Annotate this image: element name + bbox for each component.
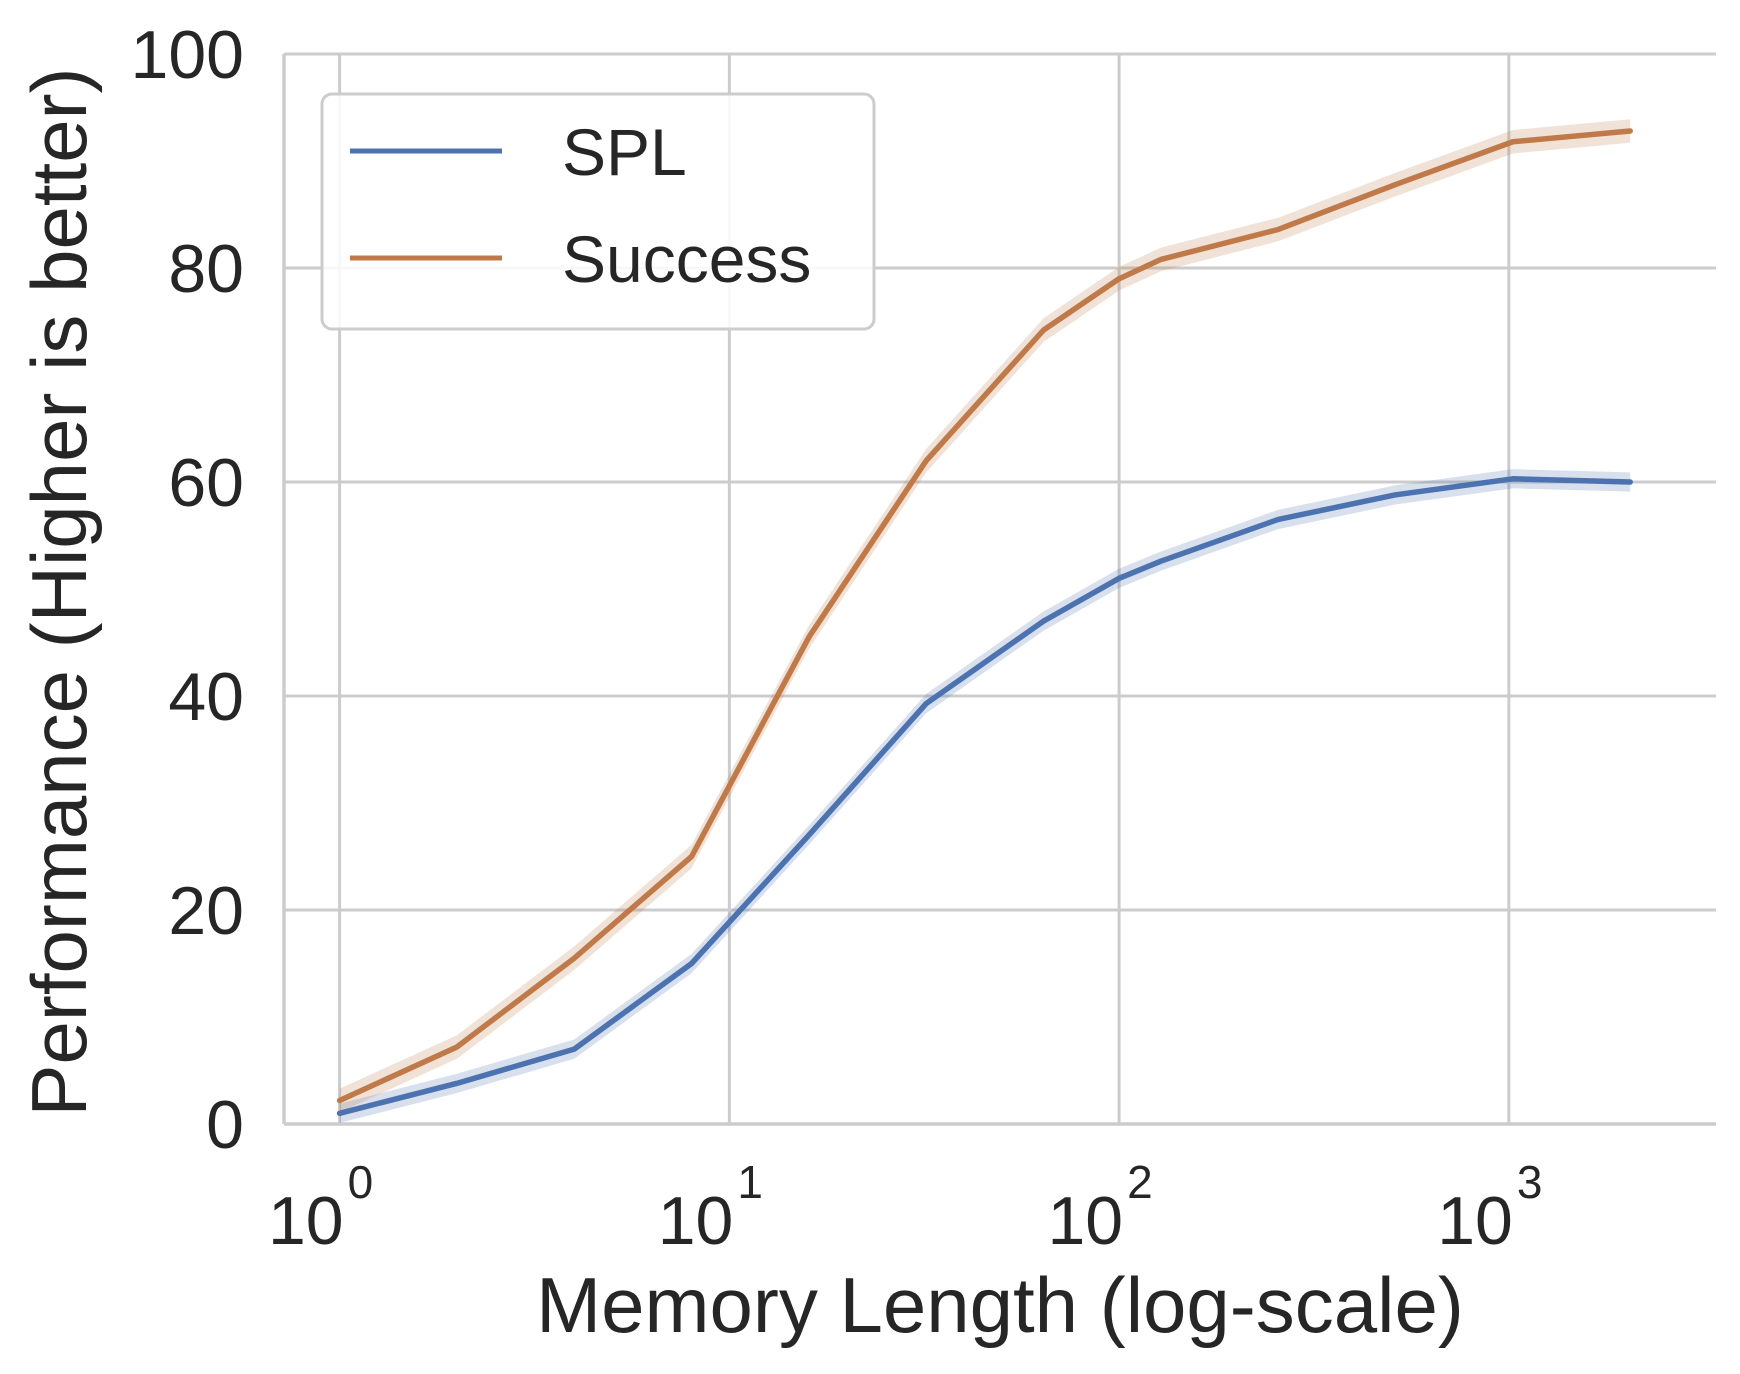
y-tick-label: 40 [168, 659, 244, 735]
x-tick-exponent: 0 [348, 1156, 374, 1208]
x-tick-exponent: 3 [1517, 1156, 1543, 1208]
legend-label-spl: SPL [562, 115, 687, 189]
y-tick-label: 60 [168, 445, 244, 521]
series-line-spl [336, 476, 1633, 1117]
x-tick-label: 10 [268, 1183, 344, 1259]
series-line-success [336, 128, 1633, 1104]
y-tick-label: 100 [131, 17, 244, 93]
x-tick-label: 10 [1047, 1183, 1123, 1259]
x-tick-label: 10 [1437, 1183, 1513, 1259]
series-lines [336, 128, 1633, 1117]
x-tick-exponent: 2 [1127, 1156, 1153, 1208]
y-axis-label: Performance (Higher is better) [15, 67, 103, 1116]
y-tick-labels: 0 20 40 60 80 100 [131, 17, 244, 1163]
x-axis-label: Memory Length (log-scale) [536, 1261, 1464, 1349]
y-tick-label: 0 [206, 1087, 244, 1163]
x-tick-exponent: 1 [737, 1156, 763, 1208]
y-tick-label: 80 [168, 231, 244, 307]
y-tick-label: 20 [168, 873, 244, 949]
axis-spines [282, 54, 1716, 1126]
legend: SPL Success [320, 92, 876, 331]
x-tick-label: 10 [658, 1183, 734, 1259]
legend-label-success: Success [562, 222, 811, 296]
